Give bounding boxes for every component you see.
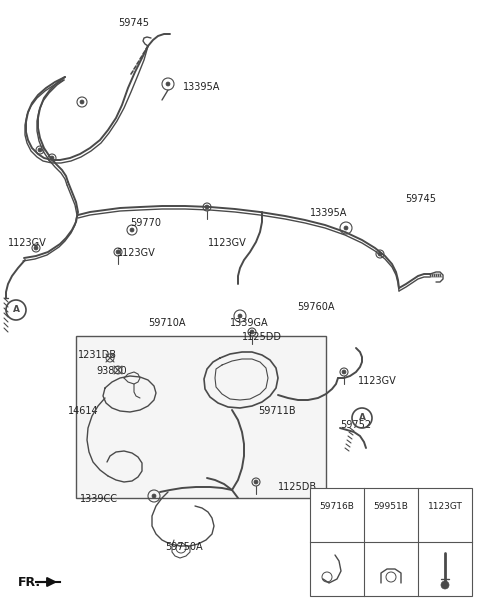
Text: 1125DB: 1125DB bbox=[278, 482, 317, 492]
Text: 1339GA: 1339GA bbox=[230, 318, 269, 328]
Text: 59745: 59745 bbox=[118, 18, 149, 28]
Text: 1123GV: 1123GV bbox=[358, 376, 397, 386]
Circle shape bbox=[441, 581, 449, 589]
Circle shape bbox=[250, 330, 254, 334]
Text: 13395A: 13395A bbox=[310, 208, 348, 218]
Text: 59951B: 59951B bbox=[373, 503, 408, 511]
Text: 59710A: 59710A bbox=[148, 318, 185, 328]
Text: 59770: 59770 bbox=[130, 218, 161, 228]
Text: A: A bbox=[12, 306, 20, 315]
Text: 14614: 14614 bbox=[68, 406, 98, 416]
Circle shape bbox=[116, 250, 120, 254]
Text: 1231DB: 1231DB bbox=[78, 350, 117, 360]
Circle shape bbox=[205, 205, 209, 209]
Text: 1339CC: 1339CC bbox=[80, 494, 118, 504]
Text: 59750A: 59750A bbox=[165, 542, 203, 552]
Circle shape bbox=[238, 314, 242, 318]
Circle shape bbox=[38, 148, 42, 152]
Circle shape bbox=[342, 370, 346, 374]
Text: 93830: 93830 bbox=[96, 366, 127, 376]
Text: 59745: 59745 bbox=[405, 194, 436, 204]
Circle shape bbox=[254, 480, 258, 484]
Text: 1123GV: 1123GV bbox=[208, 238, 247, 248]
Text: 59711B: 59711B bbox=[258, 406, 296, 416]
Circle shape bbox=[50, 156, 54, 160]
Text: 59752: 59752 bbox=[340, 420, 371, 430]
Text: FR.: FR. bbox=[18, 575, 41, 589]
Circle shape bbox=[80, 100, 84, 104]
Text: 1123GV: 1123GV bbox=[117, 248, 156, 258]
Text: A: A bbox=[359, 414, 365, 423]
Text: 1123GV: 1123GV bbox=[8, 238, 47, 248]
Circle shape bbox=[152, 494, 156, 498]
Circle shape bbox=[34, 246, 38, 250]
Circle shape bbox=[378, 252, 382, 256]
Text: 1123GT: 1123GT bbox=[428, 503, 462, 511]
Text: 59760A: 59760A bbox=[297, 302, 335, 312]
Text: 13395A: 13395A bbox=[183, 82, 220, 92]
Text: 59716B: 59716B bbox=[320, 503, 354, 511]
Text: 1125DD: 1125DD bbox=[242, 332, 282, 342]
Bar bbox=[76, 336, 326, 498]
Bar bbox=[310, 488, 472, 596]
Circle shape bbox=[166, 82, 170, 86]
Circle shape bbox=[344, 226, 348, 230]
Circle shape bbox=[130, 228, 134, 232]
